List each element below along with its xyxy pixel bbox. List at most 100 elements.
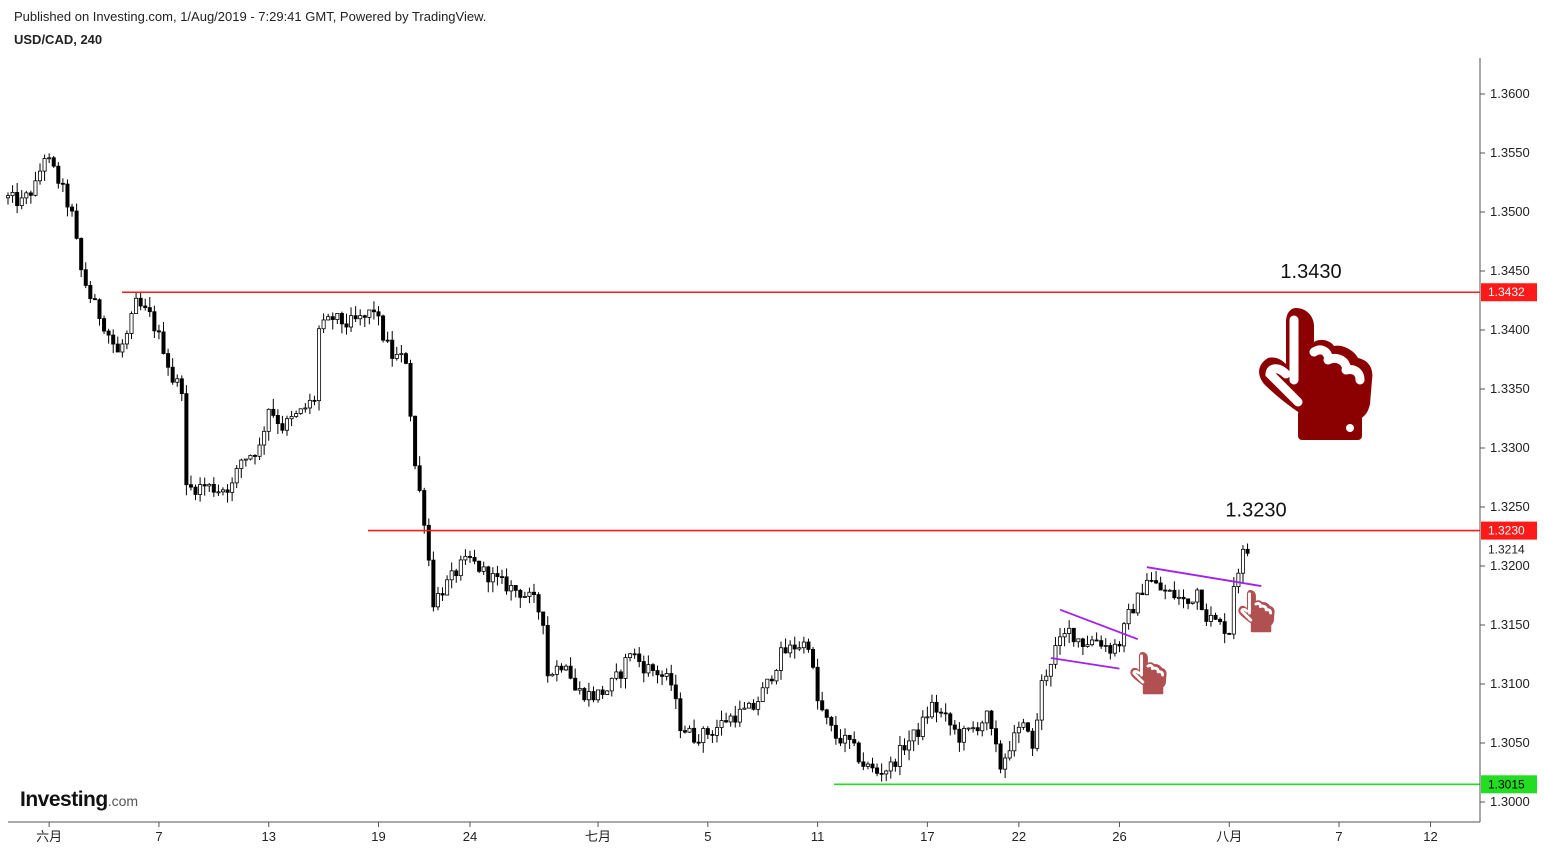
candle-body — [518, 590, 523, 598]
trendline-upper-1[interactable] — [1059, 608, 1139, 641]
trendline-lower-1[interactable] — [1050, 657, 1120, 670]
price-badge-label: 1.3015 — [1488, 777, 1525, 791]
candle-body — [646, 664, 651, 674]
price-axis: 1.3600 1.3550 1.3500 1.3450 1.3400 1.3350 1.33… — [1480, 86, 1530, 809]
trendline-upper-2[interactable] — [1146, 566, 1262, 587]
candle-body — [390, 339, 395, 359]
candle-body — [120, 343, 125, 353]
candle-body — [1227, 633, 1232, 635]
candle-body — [449, 570, 454, 581]
candle-body — [1140, 592, 1145, 596]
candle-body — [1094, 639, 1099, 642]
candle-body — [147, 307, 152, 313]
candle-body — [74, 210, 79, 239]
candle-body — [371, 309, 376, 313]
levels-group — [122, 291, 1480, 786]
x-tick-label: 26 — [1112, 829, 1126, 844]
candle-body — [102, 318, 107, 332]
candle-body — [1112, 643, 1117, 654]
candle-body — [294, 413, 299, 417]
candle-body — [499, 576, 504, 579]
candle-body — [522, 596, 527, 598]
x-tick-label: 13 — [261, 829, 275, 844]
candle-body — [280, 423, 285, 431]
candle-body — [801, 641, 806, 649]
candle-body — [1099, 640, 1104, 647]
candle-body — [1058, 636, 1063, 646]
candle-body — [1080, 638, 1085, 647]
candle-body — [385, 339, 390, 342]
candle-body — [417, 465, 422, 491]
candle-body — [1071, 627, 1076, 643]
candle-body — [632, 653, 637, 656]
candle-body — [1103, 645, 1108, 647]
candle-body — [998, 743, 1003, 770]
candle-body — [1181, 596, 1186, 600]
candle-body — [769, 678, 774, 682]
candle-body — [1039, 680, 1044, 721]
y-tick-label: 1.3350 — [1490, 381, 1530, 396]
candle-body — [966, 727, 971, 730]
candle-body — [605, 690, 610, 695]
price-badge-label: 1.3230 — [1488, 524, 1525, 538]
candle-body — [829, 716, 834, 726]
candle-body — [152, 311, 157, 332]
candle-body — [70, 206, 75, 212]
price-badge — [1481, 283, 1537, 302]
candle-body — [1199, 589, 1204, 611]
candle-body — [1204, 609, 1209, 622]
candle-body — [129, 313, 134, 334]
price-badge-label: 1.3432 — [1488, 285, 1525, 299]
candle-body — [252, 455, 257, 457]
candle-body — [435, 593, 440, 608]
candle-body — [198, 484, 203, 495]
candle-body — [600, 689, 605, 695]
candle-body — [1186, 598, 1191, 604]
candle-body — [884, 770, 889, 775]
candle-body — [975, 727, 980, 732]
candle-body — [783, 647, 788, 654]
candle-body — [509, 585, 514, 592]
candle-body — [687, 727, 692, 733]
candle-body — [888, 761, 893, 772]
candle-body — [486, 566, 491, 583]
candle-body — [1231, 586, 1236, 635]
candle-body — [431, 559, 436, 608]
candle-body — [920, 716, 925, 737]
candle-body — [1236, 572, 1241, 587]
candle-body — [312, 399, 317, 402]
candle-body — [257, 444, 262, 457]
x-tick-label: 七月 — [585, 829, 611, 844]
candle-body — [513, 585, 518, 591]
candle-body — [19, 197, 24, 207]
candle-body — [714, 727, 719, 736]
price-badge — [1481, 540, 1537, 559]
candle-body — [1222, 621, 1227, 634]
candle-body — [1053, 645, 1058, 665]
candle-body — [833, 724, 838, 739]
candle-body — [875, 767, 880, 774]
y-tick-label: 1.3500 — [1490, 204, 1530, 219]
candle-body — [1067, 627, 1072, 634]
y-tick-label: 1.3050 — [1490, 735, 1530, 750]
candle-body — [353, 315, 358, 320]
published-info: Published on Investing.com, 1/Aug/2019 -… — [14, 9, 487, 24]
price-badge-label: 1.3214 — [1488, 542, 1525, 556]
candle-body — [861, 761, 866, 767]
candle-body — [870, 763, 875, 769]
candle-body — [170, 366, 175, 383]
small-hand-icon-1 — [1130, 652, 1167, 695]
candle-body — [330, 316, 335, 320]
candle-body — [381, 315, 386, 341]
candle-body — [234, 468, 239, 484]
candle-body — [1131, 608, 1136, 614]
candle-body — [115, 343, 120, 353]
trendlines-group — [1050, 566, 1262, 670]
y-tick-label: 1.3450 — [1490, 263, 1530, 278]
y-tick-label: 1.3400 — [1490, 322, 1530, 337]
candle-body — [28, 192, 33, 196]
candle-body — [298, 408, 303, 414]
investing-logo: Investing.com — [20, 788, 139, 811]
candle-body — [202, 484, 207, 487]
